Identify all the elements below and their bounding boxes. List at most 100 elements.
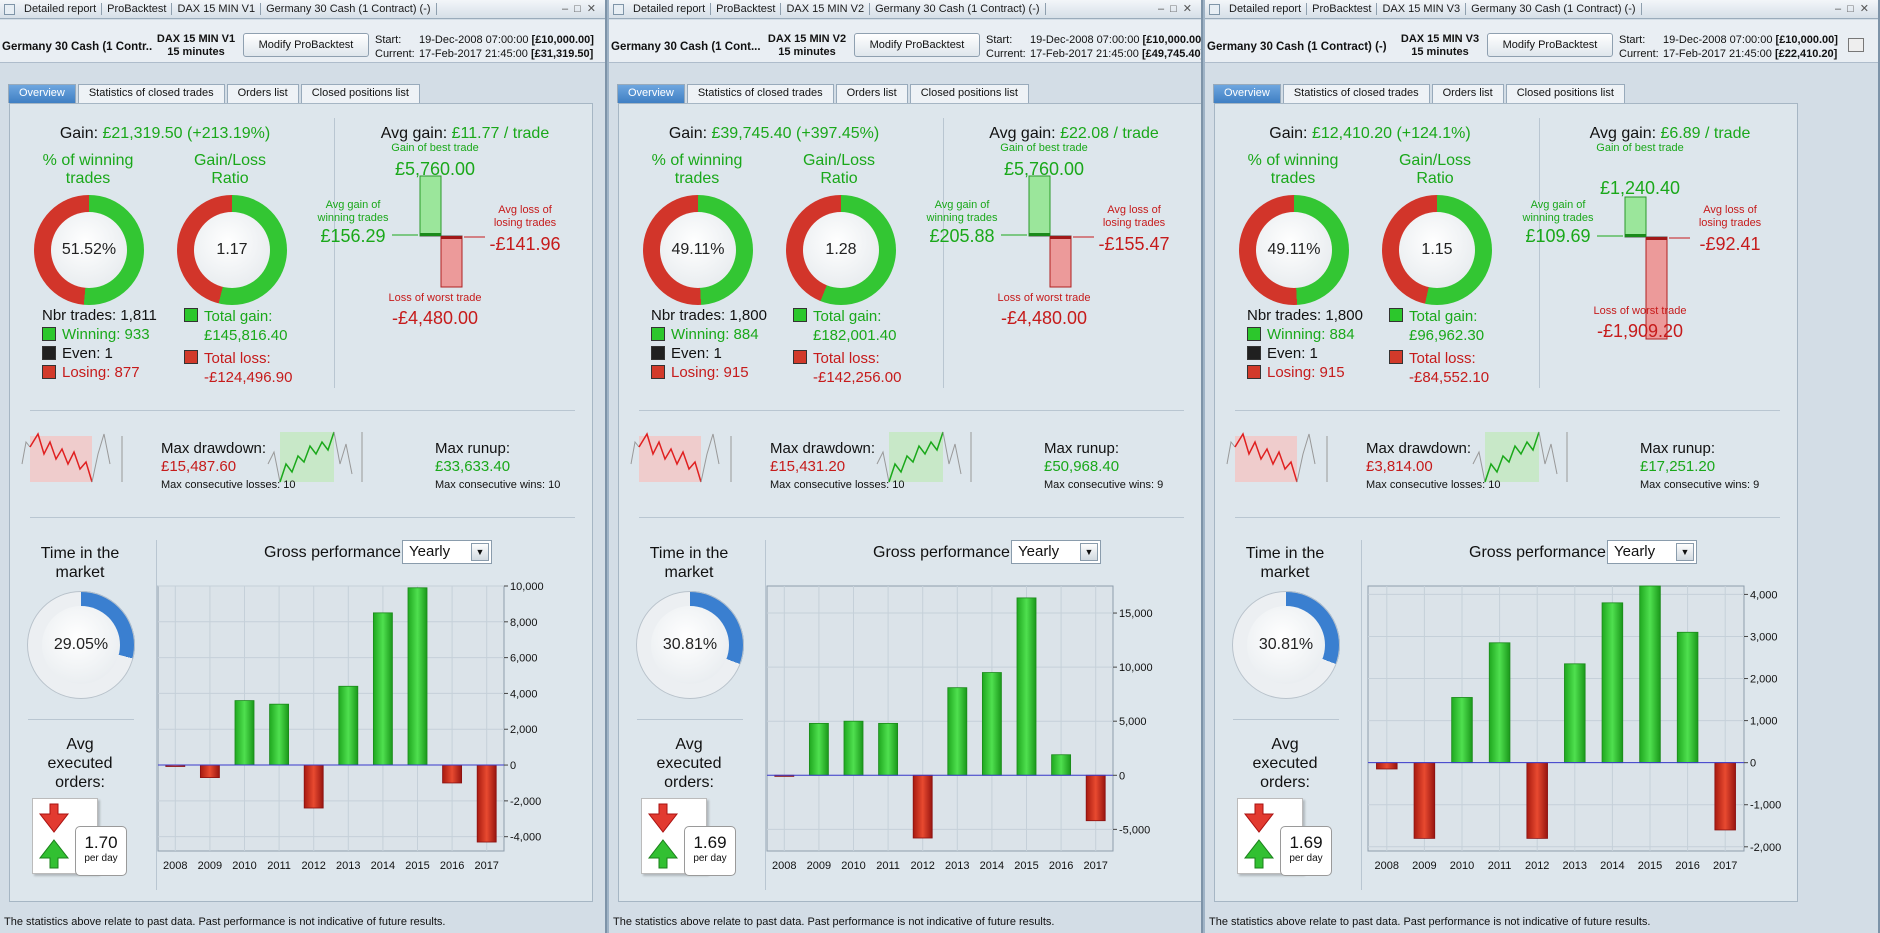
max-runup-value: £50,968.40 bbox=[1044, 458, 1120, 475]
tab-overview[interactable]: Overview bbox=[8, 84, 76, 103]
max-consecutive-wins: Max consecutive wins: 10 bbox=[435, 479, 561, 491]
info-bar: Germany 30 Cash (1 Contract) (-) DAX 15 … bbox=[1205, 20, 1878, 63]
best-trade-bar bbox=[1028, 175, 1051, 237]
bar-2017 bbox=[1714, 762, 1736, 831]
period-select[interactable]: Yearly ▼ bbox=[1011, 540, 1101, 564]
report-window-1: Detailed report ProBacktest DAX 15 MIN V… bbox=[0, 0, 607, 933]
tab-closed-positions-list[interactable]: Closed positions list bbox=[1505, 84, 1625, 103]
avg-loss-value: -£141.96 bbox=[489, 234, 560, 254]
max-runup: Max runup: £17,251.20 Max consecutive wins… bbox=[1640, 440, 1759, 494]
trade-distribution-graphic: Gain of best trade £1,240.40 Avg gain ofwi… bbox=[1522, 142, 1762, 341]
even-value: 1 bbox=[713, 345, 722, 362]
gain-summary: Gain: £12,410.20 (+124.1%) bbox=[1230, 125, 1510, 143]
worst-trade-label: Loss of worst trade bbox=[1594, 305, 1687, 317]
instrument-name: Germany 30 Cash (1 Cont... bbox=[611, 41, 761, 53]
y-tick-label: 4,000 bbox=[1750, 589, 1778, 601]
avg-loss-value: -£92.41 bbox=[1699, 234, 1760, 254]
start-capital: [£10,000.00] bbox=[1775, 34, 1838, 46]
minimize-icon[interactable]: – bbox=[1835, 3, 1848, 15]
best-trade-label: Gain of best trade bbox=[1596, 142, 1683, 154]
bar-2016 bbox=[1676, 631, 1699, 764]
winning-value: 933 bbox=[124, 326, 150, 343]
max-runup-value: £17,251.20 bbox=[1640, 458, 1716, 475]
bar-2011 bbox=[269, 703, 290, 766]
winning-pct-title: % of winning trades bbox=[28, 152, 148, 188]
tab-statistics-closed-trades[interactable]: Statistics of closed trades bbox=[77, 84, 225, 103]
window-controls[interactable]: –□✕ bbox=[562, 2, 602, 15]
winning-pct-title-line: % of winning bbox=[42, 152, 134, 169]
window-controls[interactable]: –□✕ bbox=[1835, 2, 1875, 15]
tab-overview[interactable]: Overview bbox=[1213, 84, 1281, 103]
time-in-market-donut: 29.05% bbox=[27, 591, 135, 699]
gl-ratio-title-line: Gain/Loss bbox=[1398, 152, 1472, 169]
minimize-icon[interactable]: – bbox=[562, 3, 575, 15]
title-segment: Germany 30 Cash (1 Contract) (-) bbox=[1466, 3, 1642, 15]
chevron-down-icon[interactable]: ▼ bbox=[471, 543, 489, 561]
close-icon[interactable]: ✕ bbox=[586, 3, 602, 15]
title-bar[interactable]: Detailed report ProBacktest DAX 15 MIN V… bbox=[0, 0, 605, 19]
window-controls[interactable]: –□✕ bbox=[1158, 2, 1198, 15]
losing-label: Losing: bbox=[1267, 364, 1320, 381]
total-gain-label: Total gain: bbox=[813, 308, 882, 325]
winning-label: Winning: bbox=[1267, 326, 1330, 343]
max-drawdown: Max drawdown: £15,431.20 Max consecutive l… bbox=[770, 440, 905, 494]
title-segment: DAX 15 MIN V3 bbox=[1377, 3, 1467, 15]
buy-sell-arrows-icon bbox=[647, 803, 679, 869]
nbr-trades-label: Nbr trades: bbox=[1247, 307, 1326, 324]
even-swatch bbox=[651, 346, 665, 360]
tab-orders-list[interactable]: Orders list bbox=[226, 84, 299, 103]
max-runup-label: Max runup: bbox=[1044, 440, 1120, 457]
y-tick-label: 10,000 bbox=[1119, 662, 1153, 674]
tab-overview[interactable]: Overview bbox=[617, 84, 685, 103]
current-label: Current: bbox=[1619, 48, 1659, 60]
bar-2012 bbox=[1526, 762, 1548, 839]
drawdown-context-line bbox=[1226, 440, 1236, 465]
maximize-icon[interactable]: □ bbox=[1170, 3, 1183, 15]
modify-probacktest-button[interactable]: Modify ProBacktest bbox=[1487, 33, 1613, 57]
time-in-market-title-line: Time in the bbox=[1245, 545, 1325, 562]
tab-closed-positions-list[interactable]: Closed positions list bbox=[300, 84, 420, 103]
print-icon[interactable] bbox=[1848, 38, 1864, 52]
bar-2016 bbox=[442, 764, 463, 784]
avg-gain: Avg gain: £6.89 / trade bbox=[1550, 125, 1790, 143]
drawdown-area bbox=[639, 436, 701, 482]
nbr-trades: Nbr trades: 1,811 bbox=[42, 307, 157, 324]
bar-2012 bbox=[912, 774, 933, 839]
x-tick-label: 2009 bbox=[198, 860, 222, 872]
tab-orders-list[interactable]: Orders list bbox=[835, 84, 908, 103]
tab-statistics-closed-trades[interactable]: Statistics of closed trades bbox=[686, 84, 834, 103]
modify-probacktest-button[interactable]: Modify ProBacktest bbox=[854, 33, 980, 57]
chevron-down-icon[interactable]: ▼ bbox=[1676, 543, 1694, 561]
chevron-down-icon[interactable]: ▼ bbox=[1080, 543, 1098, 561]
maximize-icon[interactable]: □ bbox=[1847, 3, 1860, 15]
close-icon[interactable]: ✕ bbox=[1859, 3, 1875, 15]
gl-ratio-title-line: Gain/Loss bbox=[193, 152, 267, 169]
gain-label: Gain: bbox=[1269, 125, 1312, 142]
total-gain-value: £96,962.30 bbox=[1409, 327, 1485, 344]
x-tick-label: 2009 bbox=[1412, 860, 1436, 872]
tab-statistics-closed-trades[interactable]: Statistics of closed trades bbox=[1282, 84, 1430, 103]
x-tick-label: 2011 bbox=[267, 860, 291, 872]
runup-area bbox=[889, 432, 943, 482]
close-icon[interactable]: ✕ bbox=[1182, 3, 1198, 15]
avg-gain-marker bbox=[1029, 233, 1050, 236]
avg-orders-title-line: Avg bbox=[1271, 736, 1299, 753]
avg-gain-marker bbox=[420, 233, 441, 236]
x-tick-label: 2017 bbox=[1083, 860, 1107, 872]
y-tick-label: 0 bbox=[1750, 758, 1756, 770]
period-select[interactable]: Yearly ▼ bbox=[402, 540, 492, 564]
tab-orders-list[interactable]: Orders list bbox=[1431, 84, 1504, 103]
title-bar[interactable]: Detailed report ProBacktest DAX 15 MIN V… bbox=[609, 0, 1201, 19]
period-select[interactable]: Yearly ▼ bbox=[1607, 540, 1697, 564]
avg-orders-title-line: orders: bbox=[664, 774, 714, 791]
losing-label: Losing: bbox=[671, 364, 724, 381]
gain-value: £21,319.50 (+213.19%) bbox=[102, 125, 271, 142]
buy-sell-arrows-icon bbox=[1243, 803, 1275, 869]
title-bar[interactable]: Detailed report ProBacktest DAX 15 MIN V… bbox=[1205, 0, 1878, 19]
maximize-icon[interactable]: □ bbox=[574, 3, 587, 15]
tab-closed-positions-list[interactable]: Closed positions list bbox=[909, 84, 1029, 103]
minimize-icon[interactable]: – bbox=[1158, 3, 1171, 15]
nbr-trades-label: Nbr trades: bbox=[42, 307, 121, 324]
title-segment: Detailed report bbox=[628, 3, 712, 15]
modify-probacktest-button[interactable]: Modify ProBacktest bbox=[243, 33, 369, 57]
